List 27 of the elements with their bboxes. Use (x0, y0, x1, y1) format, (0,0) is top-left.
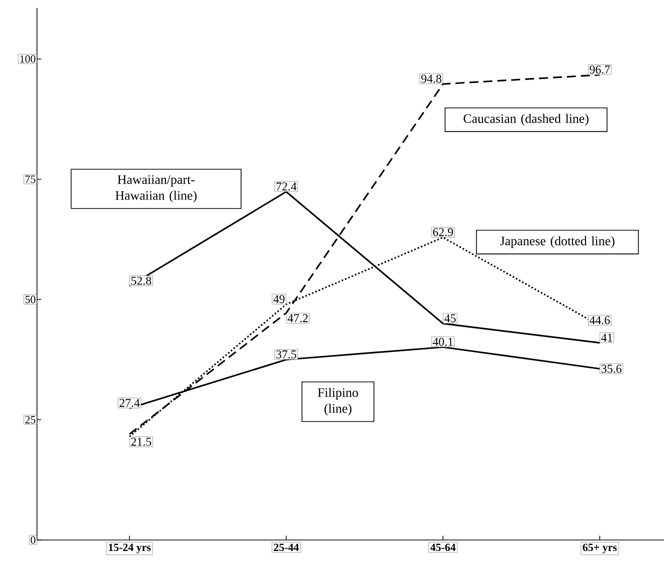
data-label: 62.9 (433, 228, 453, 236)
x-tick-label: 15-24 yrs (108, 544, 151, 554)
x-tick-label: 65+ yrs (582, 544, 617, 554)
data-label: 45 (444, 314, 456, 322)
x-tick-label: 45-64 (430, 544, 456, 552)
data-label: 40.1 (432, 338, 453, 346)
y-tick-label: 25 (25, 416, 36, 424)
series-label: Japanese (dotted line) (500, 236, 614, 248)
data-label: 52.8 (131, 276, 152, 285)
data-label: 21.5 (131, 438, 152, 446)
text: Caucasian (dashed line) (464, 114, 588, 126)
data-label: 37.5 (276, 350, 296, 358)
x-tick-label: 25-44 (274, 544, 299, 552)
data-label: 44.6 (590, 316, 610, 324)
y-tick-label: 50 (25, 296, 36, 304)
data-label: 72.4 (276, 182, 297, 191)
y-tick-label: 0 (30, 536, 36, 544)
data-label: 49 (273, 295, 285, 304)
data-label: 96.7 (590, 66, 610, 74)
data-label: 27.4 (120, 398, 140, 408)
data-label: 41 (601, 334, 612, 342)
text: Hawaiian/part-Hawaiian (line) (116, 175, 197, 203)
data-label: 47.2 (288, 314, 308, 322)
y-tick-label: 75 (26, 176, 36, 183)
y-tick-label: 100 (20, 55, 36, 63)
text: Filipino (line) (318, 388, 358, 416)
data-label: 94.8 (421, 74, 442, 83)
